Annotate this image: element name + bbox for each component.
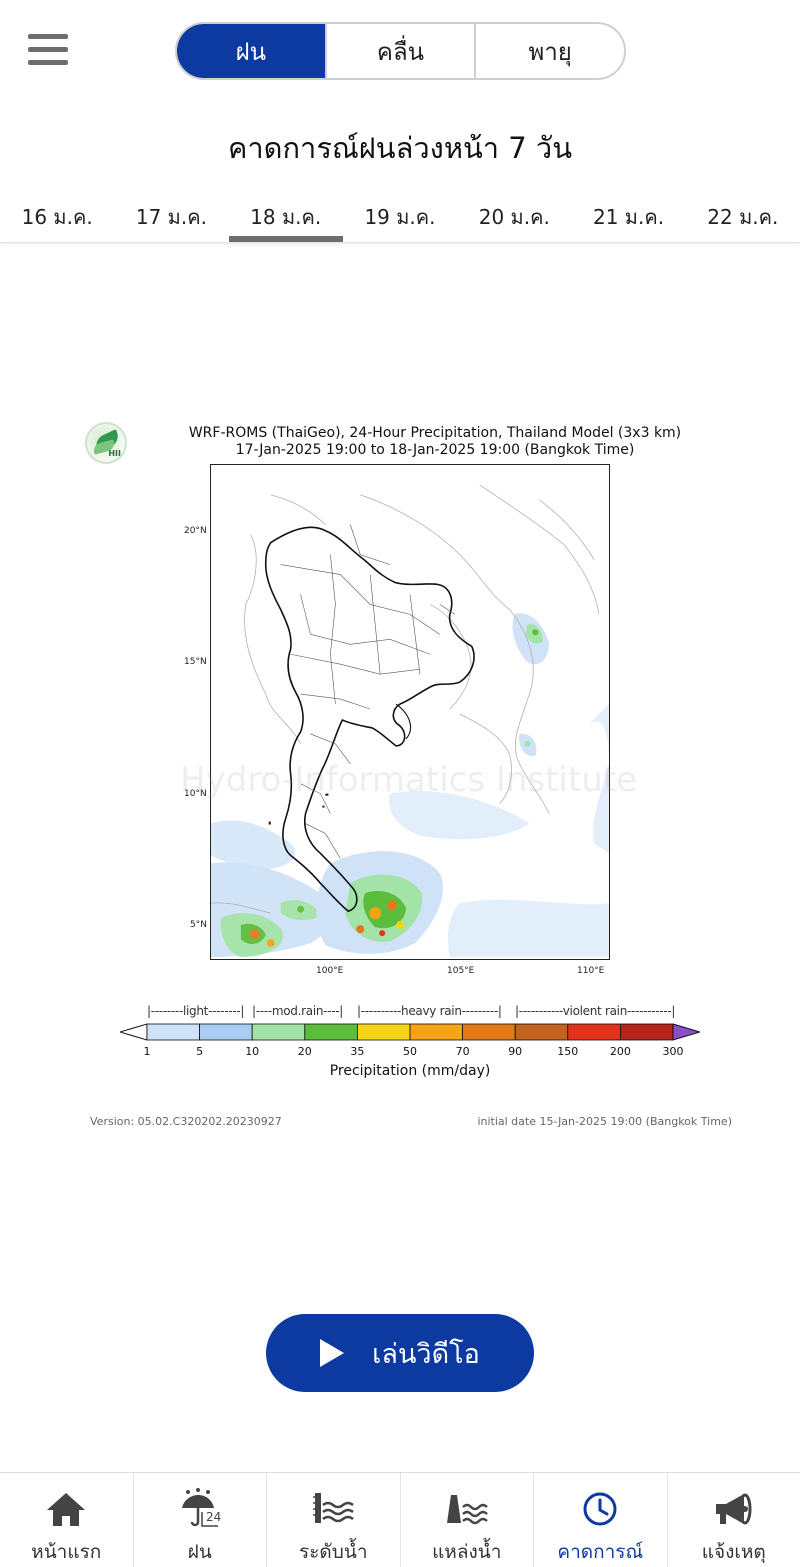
- lat-label-15n: 15°N: [184, 657, 207, 667]
- colorbar-segment: [409, 1023, 463, 1041]
- play-video-label: เล่นวิดีโอ: [372, 1338, 480, 1370]
- lat-label-20n: 20°N: [184, 526, 207, 536]
- megaphone-icon: [712, 1489, 756, 1529]
- colorbar-tick-label: 1: [143, 1045, 151, 1058]
- colorbar-category-violent: |-----------violent rain-----------|: [515, 1004, 676, 1018]
- colorbar-segment: [251, 1023, 306, 1041]
- date-tab-17[interactable]: 17 ม.ค.: [135, 205, 207, 229]
- date-tab-19[interactable]: 19 ม.ค.: [364, 205, 436, 229]
- colorbar-under-arrow: [120, 1023, 148, 1041]
- nav-reservoir[interactable]: แหล่งน้ำ: [401, 1473, 534, 1567]
- colorbar-categories: |--------light--------| |----mod.rain---…: [147, 1004, 697, 1022]
- segment-wave[interactable]: คลื่น: [327, 24, 477, 78]
- colorbar-tick-label: 90: [508, 1045, 523, 1058]
- colorbar-segment: [567, 1023, 621, 1041]
- colorbar-ticks: 1 5 10 20 35 50 70 90 150 200 300: [143, 1045, 684, 1059]
- colorbar-tick-label: 150: [557, 1045, 579, 1058]
- date-tab-18[interactable]: 18 ม.ค.: [228, 195, 344, 242]
- date-tabs: 16 ม.ค. 17 ม.ค. 18 ม.ค. 19 ม.ค. 20 ม.ค. …: [0, 195, 800, 243]
- clock-forecast-icon: [578, 1489, 622, 1529]
- initial-date: initial date 15-Jan-2025 19:00 (Bangkok …: [477, 1115, 732, 1128]
- hamburger-menu-icon[interactable]: [28, 34, 70, 68]
- watermark-text: Hydro-Informatics Institute: [180, 760, 638, 800]
- colorbar-category-heavy: |----------heavy rain---------|: [357, 1004, 502, 1018]
- play-icon: [320, 1339, 345, 1367]
- colorbar-category-moderate: |----mod.rain----|: [252, 1004, 344, 1018]
- date-tab-20[interactable]: 20 ม.ค.: [478, 205, 550, 229]
- colorbar-tick-label: 300: [662, 1045, 684, 1058]
- precipitation-map-figure: HII WRF-ROMS (ThaiGeo), 24-Hour Precipit…: [80, 420, 740, 1140]
- colorbar-segment: [356, 1023, 411, 1041]
- colorbar-segment: [146, 1023, 200, 1041]
- precipitation-map: [211, 484, 609, 958]
- colorbar-segment: [199, 1023, 253, 1041]
- reservoir-icon: [445, 1489, 489, 1529]
- precipitation-colorbar: [120, 1023, 700, 1041]
- nav-forecast[interactable]: คาดการณ์: [534, 1473, 668, 1567]
- segment-storm[interactable]: พายุ: [528, 37, 572, 66]
- colorbar-tick-label: 20: [297, 1045, 312, 1058]
- map-title: WRF-ROMS (ThaiGeo), 24-Hour Precipitatio…: [130, 425, 740, 459]
- logo-text: HII: [108, 449, 121, 458]
- colorbar-tick-label: 200: [609, 1045, 631, 1058]
- date-tab-22[interactable]: 22 ม.ค.: [707, 205, 779, 229]
- nav-water-level[interactable]: ระดับน้ำ: [267, 1473, 401, 1567]
- lon-label-100e: 100°E: [316, 966, 344, 976]
- colorbar-tick-label: 10: [245, 1045, 260, 1058]
- date-tab-16[interactable]: 16 ม.ค.: [21, 205, 93, 229]
- map-title-line1: WRF-ROMS (ThaiGeo), 24-Hour Precipitatio…: [188, 425, 682, 441]
- map-title-line2: 17-Jan-2025 19:00 to 18-Jan-2025 19:00 (…: [235, 442, 635, 458]
- colorbar-segment: [514, 1023, 569, 1041]
- svg-text:24: 24: [206, 1510, 221, 1524]
- colorbar-tick-label: 50: [403, 1045, 417, 1058]
- nav-home[interactable]: หน้าแรก: [0, 1473, 134, 1567]
- nav-rain-label: ฝน: [187, 1541, 212, 1563]
- colorbar-segment: [619, 1023, 674, 1041]
- forecast-type-segmented-control: ฝน คลื่น พายุ: [175, 22, 626, 80]
- colorbar-category-light: |--------light--------|: [147, 1004, 245, 1018]
- colorbar-segment: [462, 1023, 516, 1041]
- nav-reservoir-label: แหล่งน้ำ: [432, 1541, 502, 1563]
- nav-water-level-label: ระดับน้ำ: [299, 1541, 368, 1563]
- lat-label-10n: 10°N: [184, 789, 207, 799]
- bottom-navigation: หน้าแรก 24 ฝน ระดับน้ำ: [0, 1472, 800, 1567]
- nav-forecast-label: คาดการณ์: [557, 1541, 644, 1563]
- segment-rain[interactable]: ฝน: [177, 24, 327, 78]
- lon-label-110e: 110°E: [577, 966, 605, 976]
- home-icon: [44, 1489, 88, 1529]
- nav-report[interactable]: แจ้งเหตุ: [668, 1473, 800, 1567]
- model-version: Version: 05.02.C320202.20230927: [90, 1115, 282, 1128]
- nav-rain[interactable]: 24 ฝน: [134, 1473, 267, 1567]
- hii-logo-icon: HII: [85, 422, 127, 464]
- rain-umbrella-24-icon: 24: [178, 1488, 222, 1529]
- colorbar-over-arrow: [672, 1023, 700, 1041]
- colorbar-tick-label: 70: [455, 1045, 470, 1058]
- nav-report-label: แจ้งเหตุ: [701, 1541, 766, 1563]
- play-video-button[interactable]: เล่นวิดีโอ: [266, 1314, 534, 1392]
- date-tab-21[interactable]: 21 ม.ค.: [593, 205, 665, 229]
- colorbar-tick-label: 35: [350, 1045, 365, 1058]
- map-frame: [210, 464, 610, 960]
- colorbar-tick-label: 5: [196, 1045, 204, 1058]
- nav-home-label: หน้าแรก: [31, 1541, 102, 1563]
- lat-label-5n: 5°N: [190, 920, 207, 930]
- page-title: คาดการณ์ฝนล่วงหน้า 7 วัน: [227, 131, 573, 165]
- water-level-icon: [311, 1489, 355, 1529]
- colorbar-segment: [304, 1023, 358, 1041]
- colorbar-label: Precipitation (mm/day): [329, 1063, 491, 1079]
- lon-label-105e: 105°E: [447, 966, 475, 976]
